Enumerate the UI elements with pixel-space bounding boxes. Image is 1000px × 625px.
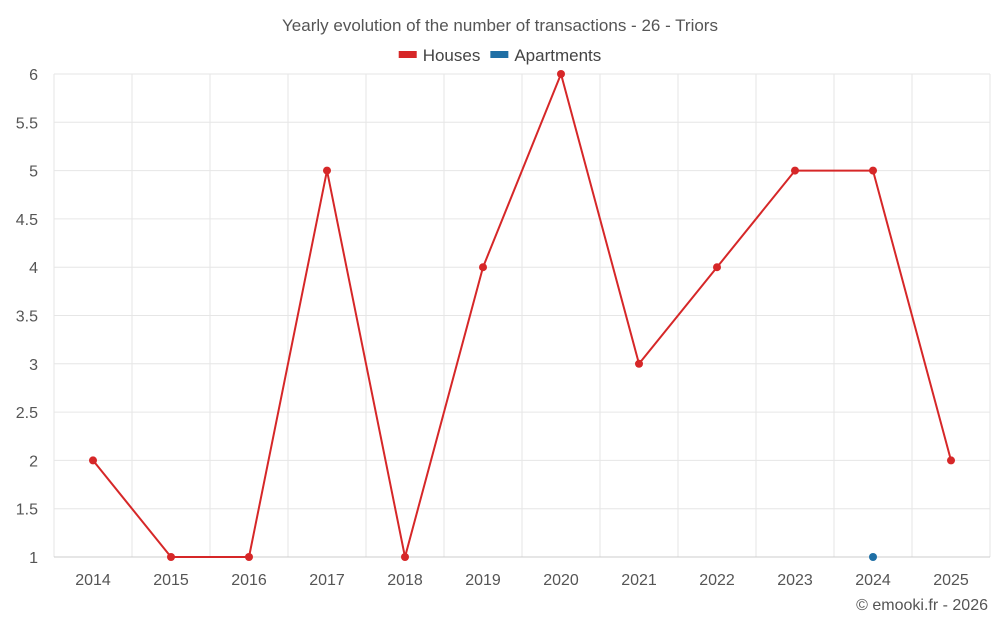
data-point-houses[interactable]: [869, 166, 877, 175]
x-tick-label: 2018: [387, 572, 423, 589]
data-point-houses[interactable]: [791, 166, 799, 175]
x-tick-label: 2023: [777, 572, 813, 589]
y-tick-label: 5.5: [16, 115, 38, 132]
data-point-houses[interactable]: [167, 553, 175, 561]
y-tick-label: 6: [29, 67, 38, 84]
data-point-houses[interactable]: [713, 263, 721, 272]
data-point-houses[interactable]: [401, 553, 409, 561]
data-point-houses[interactable]: [635, 359, 643, 368]
y-axis: 1 1.5 2 2.5 3 3.5 4 4.5 5 5.5 6: [16, 67, 38, 567]
y-tick-label: 2.5: [16, 405, 38, 422]
legend-label-houses[interactable]: Houses: [423, 46, 481, 65]
y-tick-label: 3: [29, 357, 38, 374]
x-tick-label: 2025: [933, 572, 969, 589]
x-tick-label: 2020: [543, 572, 579, 589]
x-tick-label: 2017: [309, 572, 345, 589]
data-point-houses[interactable]: [89, 456, 97, 465]
legend-swatch-houses: [398, 51, 417, 58]
legend-swatch-apartments: [490, 51, 509, 58]
data-point-houses[interactable]: [323, 166, 331, 175]
y-tick-label: 3.5: [16, 309, 38, 326]
series-line-houses: [92, 73, 952, 558]
x-tick-label: 2021: [621, 572, 657, 589]
data-point-houses[interactable]: [245, 553, 253, 561]
data-point-apartments[interactable]: [869, 553, 877, 561]
credit-text: © emooki.fr - 2026: [856, 597, 988, 614]
x-tick-label: 2024: [855, 572, 891, 589]
y-tick-label: 2: [29, 453, 38, 470]
legend-label-apartments[interactable]: Apartments: [514, 46, 601, 65]
x-tick-label: 2016: [231, 572, 267, 589]
y-tick-label: 1.5: [16, 502, 38, 519]
x-tick-label: 2022: [699, 572, 735, 589]
y-tick-label: 4.5: [16, 212, 38, 229]
x-tick-label: 2014: [75, 572, 111, 589]
legend: Houses Apartments: [398, 46, 601, 65]
data-point-houses[interactable]: [557, 70, 565, 78]
data-point-houses[interactable]: [479, 263, 487, 272]
chart-title: Yearly evolution of the number of transa…: [282, 16, 718, 35]
x-axis: 2014 2015 2016 2017 2018 2019 2020 2021 2022 2023…: [75, 572, 969, 589]
series-group: [89, 70, 955, 561]
y-tick-label: 4: [29, 260, 38, 277]
data-point-houses[interactable]: [947, 456, 955, 465]
grid: [53, 73, 991, 558]
y-tick-label: 1: [29, 550, 38, 567]
x-tick-label: 2015: [153, 572, 189, 589]
x-tick-label: 2019: [465, 572, 501, 589]
y-tick-label: 5: [29, 164, 38, 181]
